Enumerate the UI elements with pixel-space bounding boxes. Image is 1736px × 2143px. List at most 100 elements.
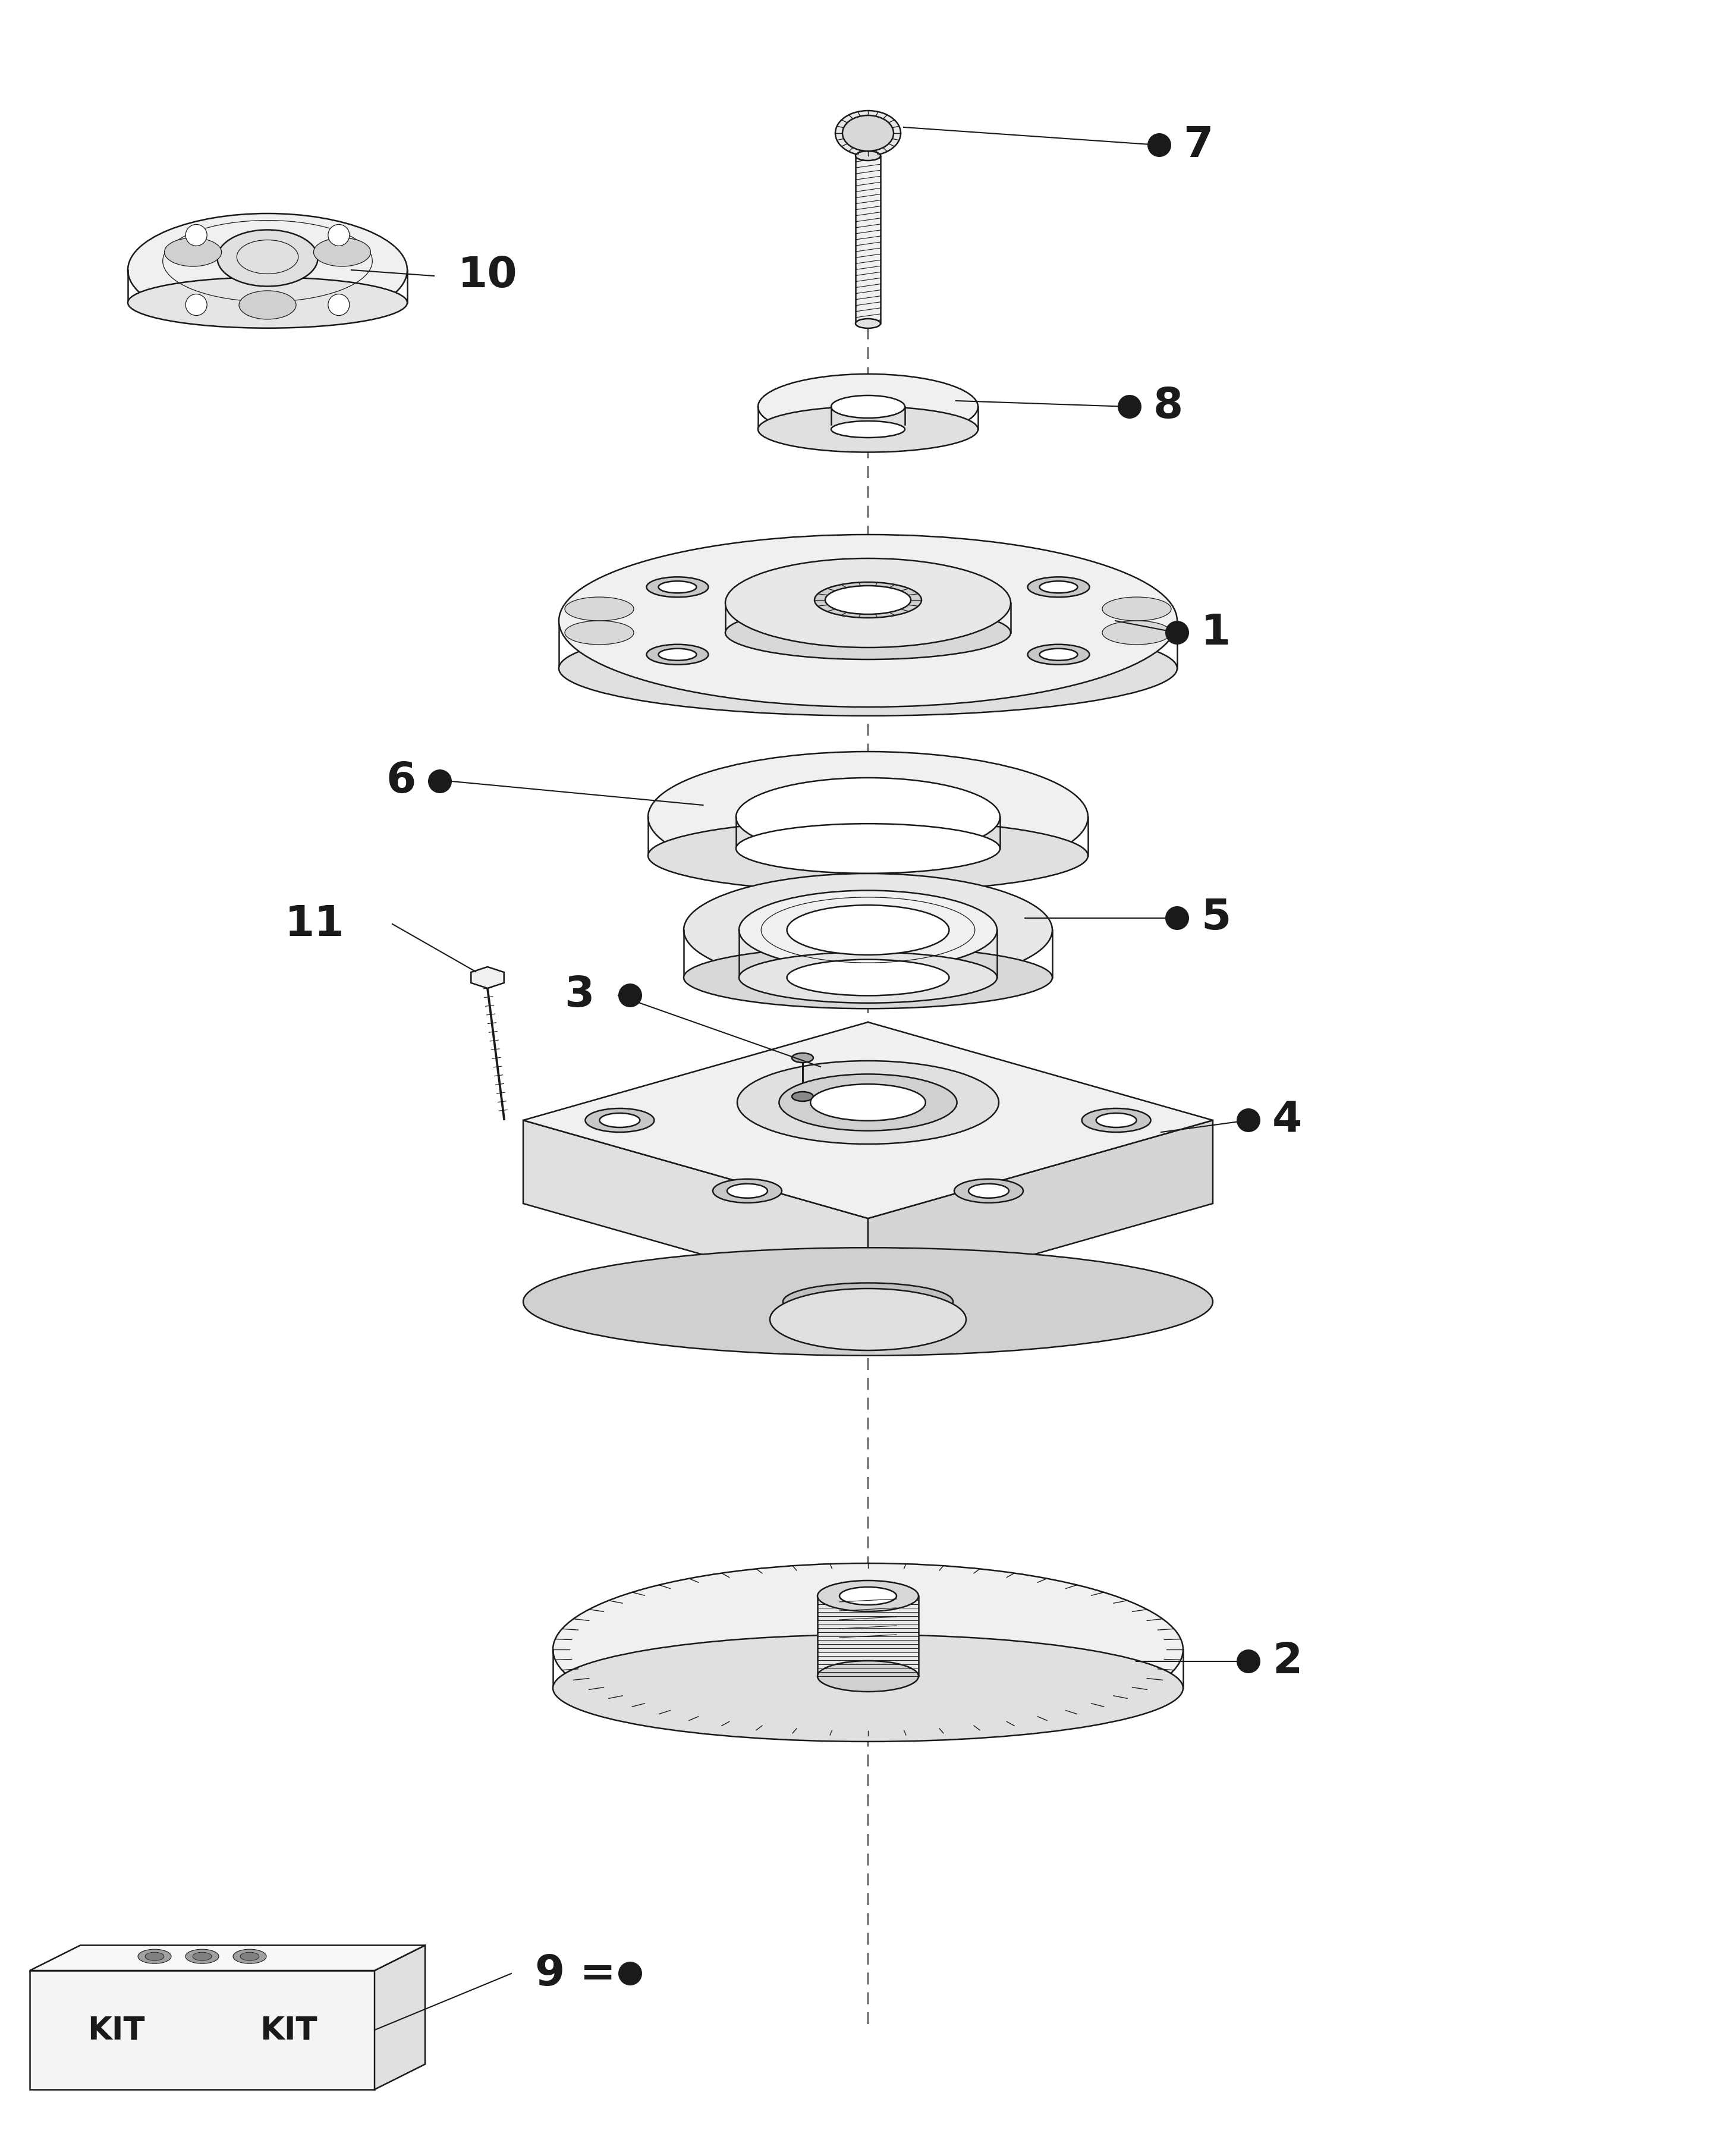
Ellipse shape [1102, 598, 1172, 621]
Text: 2: 2 [1272, 1642, 1302, 1682]
Ellipse shape [1082, 1108, 1151, 1132]
Ellipse shape [726, 559, 1010, 647]
Ellipse shape [165, 238, 222, 266]
Ellipse shape [786, 904, 950, 956]
Text: 7: 7 [1184, 124, 1213, 165]
Polygon shape [470, 966, 503, 988]
Circle shape [328, 294, 349, 315]
Ellipse shape [240, 291, 297, 319]
Ellipse shape [811, 1084, 925, 1121]
Ellipse shape [684, 947, 1052, 1009]
Ellipse shape [840, 1588, 896, 1605]
Ellipse shape [832, 420, 904, 437]
Ellipse shape [1040, 649, 1078, 660]
Text: 9 =: 9 = [535, 1952, 616, 1993]
Text: 6: 6 [387, 761, 417, 801]
Text: 5: 5 [1201, 898, 1231, 939]
Ellipse shape [759, 407, 977, 452]
Ellipse shape [713, 1179, 781, 1202]
Ellipse shape [552, 1635, 1184, 1742]
Ellipse shape [186, 1950, 219, 1963]
Ellipse shape [240, 1952, 259, 1961]
Circle shape [1236, 1650, 1260, 1674]
Ellipse shape [969, 1183, 1009, 1198]
Polygon shape [523, 1121, 868, 1301]
Ellipse shape [825, 585, 911, 615]
Text: 8: 8 [1153, 386, 1184, 426]
Ellipse shape [818, 1582, 918, 1612]
Circle shape [328, 225, 349, 246]
Ellipse shape [842, 116, 894, 150]
Ellipse shape [783, 1284, 953, 1320]
Ellipse shape [792, 1052, 812, 1063]
Ellipse shape [193, 1952, 212, 1961]
Ellipse shape [1040, 581, 1078, 594]
Ellipse shape [648, 819, 1088, 891]
Ellipse shape [736, 823, 1000, 874]
Ellipse shape [137, 1950, 172, 1963]
Ellipse shape [832, 396, 904, 418]
Circle shape [1165, 906, 1189, 930]
Ellipse shape [1095, 1112, 1137, 1127]
Ellipse shape [128, 276, 408, 328]
Ellipse shape [736, 778, 1000, 857]
Text: 11: 11 [285, 904, 345, 945]
Polygon shape [523, 1022, 1213, 1219]
Circle shape [1236, 1108, 1260, 1132]
Ellipse shape [856, 319, 880, 328]
Bar [818, 1597, 918, 1676]
Ellipse shape [740, 951, 996, 1003]
Text: KIT: KIT [260, 2014, 318, 2044]
Ellipse shape [814, 583, 922, 617]
Ellipse shape [564, 621, 634, 645]
Ellipse shape [818, 1661, 918, 1691]
Ellipse shape [1028, 645, 1090, 664]
Ellipse shape [646, 576, 708, 598]
Ellipse shape [658, 649, 696, 660]
Text: 4: 4 [1272, 1099, 1302, 1140]
Text: 3: 3 [564, 975, 594, 1016]
Circle shape [1165, 621, 1189, 645]
Ellipse shape [727, 1183, 767, 1198]
Circle shape [429, 769, 451, 793]
Circle shape [1118, 394, 1142, 418]
Ellipse shape [646, 645, 708, 664]
Ellipse shape [738, 1061, 998, 1144]
Text: 10: 10 [458, 255, 517, 296]
Polygon shape [30, 1946, 425, 1972]
Bar [856, 156, 880, 324]
Circle shape [186, 294, 207, 315]
Ellipse shape [217, 229, 318, 287]
Ellipse shape [146, 1952, 165, 1961]
Ellipse shape [523, 1247, 1213, 1357]
Bar [30, 1972, 375, 2089]
Circle shape [618, 984, 642, 1007]
Ellipse shape [658, 581, 696, 594]
Ellipse shape [856, 150, 880, 161]
Ellipse shape [1102, 621, 1172, 645]
Ellipse shape [314, 238, 370, 266]
Text: 1: 1 [1201, 613, 1231, 654]
Circle shape [618, 1961, 642, 1984]
Ellipse shape [233, 1950, 266, 1963]
Text: KIT: KIT [87, 2014, 144, 2044]
Ellipse shape [684, 874, 1052, 986]
Ellipse shape [559, 534, 1177, 707]
Ellipse shape [955, 1179, 1023, 1202]
Ellipse shape [779, 1074, 957, 1132]
Ellipse shape [559, 621, 1177, 716]
Ellipse shape [648, 752, 1088, 883]
Ellipse shape [786, 960, 950, 996]
Ellipse shape [769, 1288, 967, 1350]
Ellipse shape [740, 891, 996, 969]
Ellipse shape [759, 375, 977, 439]
Ellipse shape [599, 1112, 641, 1127]
Ellipse shape [128, 214, 408, 326]
Ellipse shape [552, 1562, 1184, 1736]
Ellipse shape [726, 606, 1010, 660]
Ellipse shape [585, 1108, 654, 1132]
Polygon shape [868, 1121, 1213, 1301]
Ellipse shape [1028, 576, 1090, 598]
Circle shape [186, 225, 207, 246]
Polygon shape [375, 1946, 425, 2089]
